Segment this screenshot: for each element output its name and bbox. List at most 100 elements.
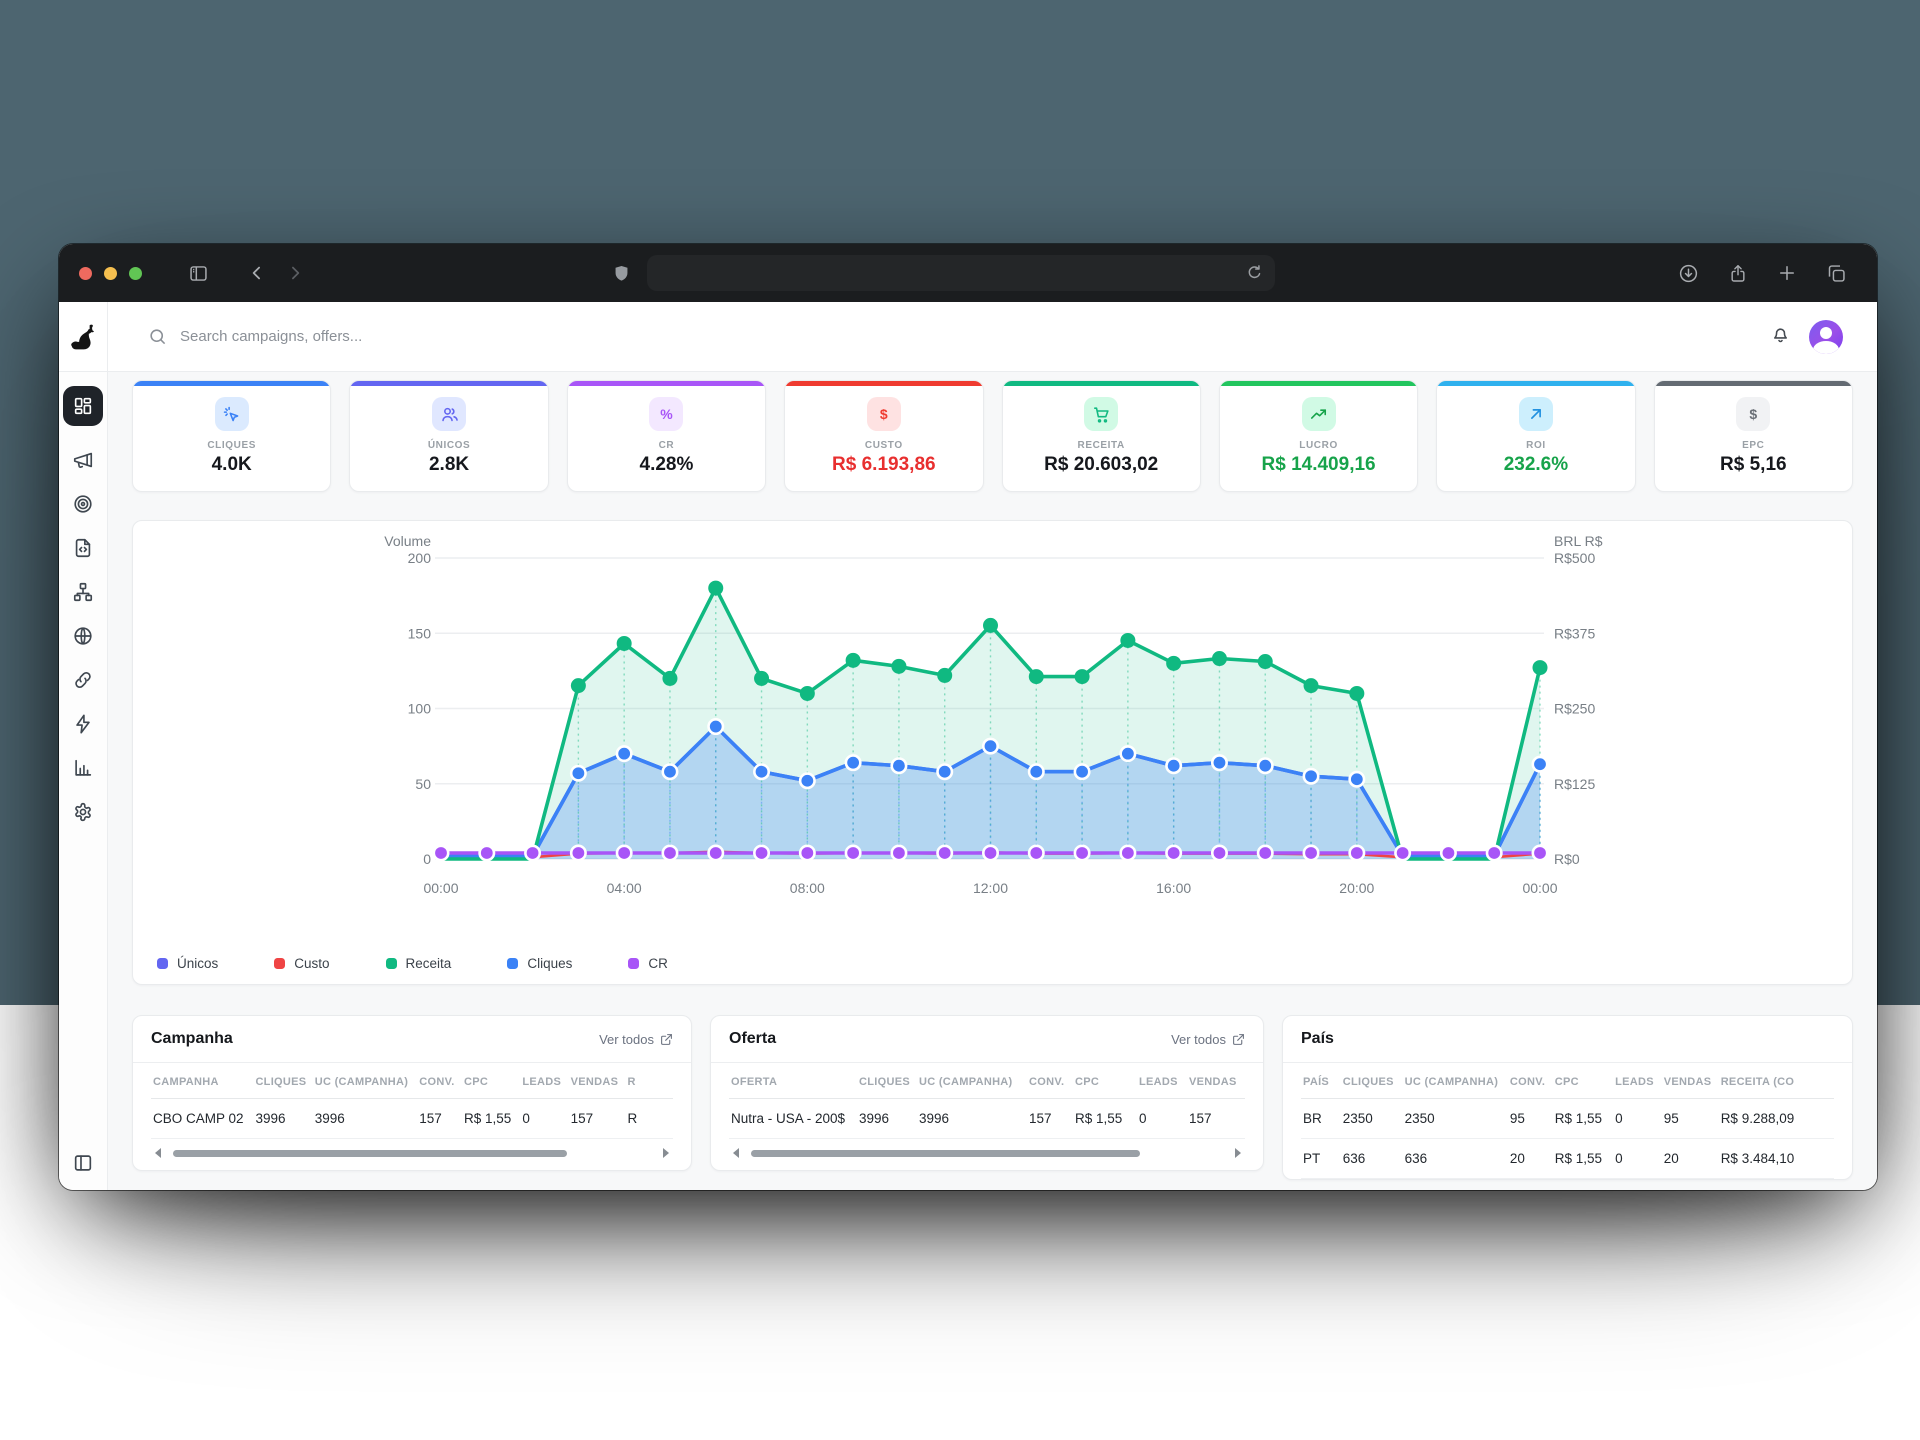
legend-item-receita[interactable]: Receita [385, 956, 452, 971]
column-header: VENDAS [1187, 1063, 1245, 1099]
column-header: UC (CAMPANHA) [1402, 1063, 1508, 1099]
sidebar-collapse-button[interactable] [72, 1152, 94, 1174]
scroll-left-arrow[interactable] [733, 1148, 739, 1158]
downloads-button[interactable] [1678, 263, 1699, 284]
ver-todos-link[interactable]: Ver todos [599, 1032, 673, 1047]
kpi-card-cr: % CR 4.28% [566, 380, 767, 492]
table-row: BR 2350 2350 95 R$ 1,55 0 95 R$ 9.288,09 [1301, 1098, 1834, 1139]
horizontal-scrollbar[interactable] [153, 1144, 671, 1164]
horizontal-scrollbar[interactable] [731, 1144, 1243, 1164]
column-header: CPC [1073, 1063, 1137, 1099]
scroll-right-arrow[interactable] [1235, 1148, 1241, 1158]
scrollbar-thumb[interactable] [173, 1150, 567, 1157]
sidebar-item-dashboard[interactable] [63, 386, 103, 426]
sidebar-item-landing-pages[interactable] [71, 536, 95, 560]
table-cell: 3996 [253, 1098, 313, 1139]
svg-text:00:00: 00:00 [423, 880, 458, 896]
sidebar-item-settings[interactable] [71, 800, 95, 824]
legend-label: Receita [405, 956, 452, 971]
close-window-button[interactable] [79, 266, 92, 280]
external-link-icon [660, 1033, 673, 1046]
column-header: UC (CAMPANHA) [917, 1063, 1027, 1099]
sidebar-toggle-icon[interactable] [188, 263, 209, 284]
scrollbar-thumb[interactable] [751, 1150, 1141, 1157]
reload-button[interactable] [1245, 263, 1264, 282]
scroll-left-arrow[interactable] [155, 1148, 161, 1158]
minimize-window-button[interactable] [104, 266, 117, 280]
column-header: PAÍS [1301, 1063, 1341, 1099]
sidebar-item-reports[interactable] [71, 756, 95, 780]
privacy-shield-icon[interactable] [612, 263, 631, 284]
sidebar-item-offers[interactable] [71, 492, 95, 516]
column-header: CLIQUES [253, 1063, 313, 1099]
settings-icon [72, 801, 94, 823]
table-title: País [1301, 1030, 1334, 1047]
table-cell: R$ 1,55 [1552, 1098, 1614, 1139]
percent-icon: % [649, 397, 684, 431]
share-button[interactable] [1728, 263, 1748, 284]
kpi-accent-bar [567, 381, 766, 386]
legend-label: CR [648, 956, 668, 971]
table-cell: 636 [1340, 1138, 1403, 1179]
kpi-value: R$ 5,16 [1720, 454, 1787, 475]
tab-overview-button[interactable] [1826, 263, 1847, 284]
legend-item-custo[interactable]: Custo [274, 956, 330, 971]
legend-item-unicos[interactable]: Únicos [157, 956, 218, 971]
back-button[interactable] [247, 263, 267, 283]
sidebar-item-funnels[interactable] [71, 580, 95, 604]
kpi-label: CUSTO [864, 440, 903, 451]
ver-todos-label: Ver todos [599, 1031, 654, 1047]
column-header: R [625, 1063, 673, 1099]
svg-text:R$125: R$125 [1554, 776, 1595, 792]
notifications-button[interactable] [1770, 323, 1791, 350]
user-avatar[interactable] [1809, 319, 1843, 354]
target-icon [72, 493, 94, 515]
table-cell: R$ 9.288,09 [1718, 1098, 1834, 1139]
url-bar[interactable] [647, 255, 1275, 291]
chart-card: Volume BRL R$ 0 50 100 150 200 R$0 R$125 R$250 R$3… [132, 520, 1853, 985]
table-cell: R$ 3.484,10 [1718, 1138, 1834, 1179]
svg-text:12:00: 12:00 [973, 880, 1008, 896]
table-cell: 3996 [857, 1098, 917, 1139]
ver-todos-link[interactable]: Ver todos [1171, 1032, 1245, 1047]
search-icon [150, 329, 166, 345]
sidebar-item-domains[interactable] [71, 624, 95, 648]
column-header: CAMPANHA [151, 1063, 254, 1099]
kpi-card-lucro: LUCRO R$ 14.409,16 [1218, 380, 1419, 492]
forward-button[interactable] [285, 263, 305, 283]
new-tab-button[interactable] [1777, 263, 1797, 283]
zoom-window-button[interactable] [129, 266, 142, 280]
svg-text:150: 150 [408, 625, 432, 641]
kpi-label: CLIQUES [207, 440, 257, 451]
main-content: CLIQUES 4.0K ÚNICOS 2.8K% CR 4.28% $ CUSTO R$ 6.… [108, 372, 1877, 1190]
legend-swatch [385, 958, 397, 969]
table-cell: 3996 [917, 1098, 1027, 1139]
legend-item-cr[interactable]: CR [628, 956, 668, 971]
toolbar-right-actions [1678, 244, 1847, 302]
table-cell: 157 [568, 1098, 626, 1139]
table-card-header: Oferta Ver todos [711, 1016, 1263, 1063]
kpi-value: 2.8K [428, 454, 470, 475]
kpi-label: ÚNICOS [427, 440, 471, 451]
search-input[interactable] [180, 328, 540, 345]
table-cell: 0 [1613, 1098, 1662, 1139]
sidebar-item-links[interactable] [71, 668, 95, 692]
table-cell: 2350 [1402, 1098, 1508, 1139]
svg-text:16:00: 16:00 [1156, 880, 1191, 896]
legend-item-cliques[interactable]: Cliques [507, 956, 572, 971]
legend-swatch [274, 958, 286, 969]
table-card-oferta: Oferta Ver todos OFERTA CLIQUES UC (CAMPANHA… [710, 1015, 1264, 1171]
scroll-right-arrow[interactable] [663, 1148, 669, 1158]
table-card-header: Campanha Ver todos [133, 1016, 691, 1063]
kpi-accent-bar [785, 381, 983, 386]
column-header: LEADS [520, 1063, 569, 1099]
sidebar-item-automations[interactable] [71, 712, 95, 736]
kpi-card-cliques: CLIQUES 4.0K [132, 380, 332, 492]
data-table: OFERTA CLIQUES UC (CAMPANHA) CONV. CPC LEADS V… [729, 1063, 1245, 1139]
table-cell: 157 [1187, 1098, 1245, 1139]
table-cell: R$ 1,55 [1552, 1138, 1614, 1179]
table-cell: 157 [1027, 1098, 1073, 1139]
sidebar-item-campaigns[interactable] [71, 448, 95, 472]
data-table: CAMPANHA CLIQUES UC (CAMPANHA) CONV. CPC LEAD… [151, 1063, 673, 1139]
app-logo[interactable] [59, 302, 108, 371]
